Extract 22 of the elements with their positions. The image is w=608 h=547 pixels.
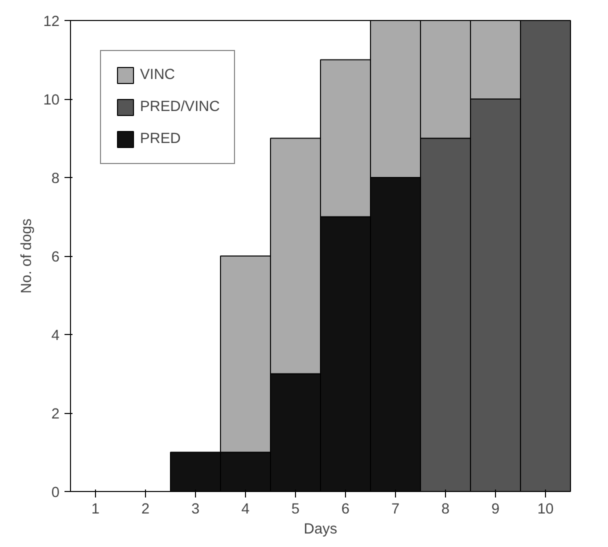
y-tick-label: 8 — [51, 171, 60, 187]
x-tick-label: 9 — [491, 502, 500, 518]
y-tick-label: 12 — [43, 14, 60, 30]
x-tick-label: 10 — [537, 502, 554, 518]
x-tick-label: 5 — [291, 502, 300, 518]
x-tick-label: 1 — [91, 502, 100, 518]
x-tick-label: 4 — [241, 502, 250, 518]
y-axis-title: No. of dogs — [19, 218, 36, 294]
legend-label: PRED — [140, 131, 181, 147]
x-tick-label: 2 — [141, 502, 150, 518]
x-tick-label: 6 — [341, 502, 350, 518]
y-tick-label: 6 — [51, 250, 60, 266]
legend-label: PRED/VINC — [140, 99, 220, 115]
x-tick-label: 7 — [391, 502, 400, 518]
y-tick-label: 0 — [51, 485, 60, 501]
legend-label: VINC — [140, 67, 176, 83]
x-tick-label: 3 — [191, 502, 200, 518]
x-axis-title: Days — [304, 522, 338, 538]
y-tick-label: 2 — [51, 406, 60, 422]
y-tick-label: 10 — [43, 92, 60, 108]
x-tick-label: 8 — [441, 502, 450, 518]
y-tick-label: 4 — [51, 328, 60, 344]
